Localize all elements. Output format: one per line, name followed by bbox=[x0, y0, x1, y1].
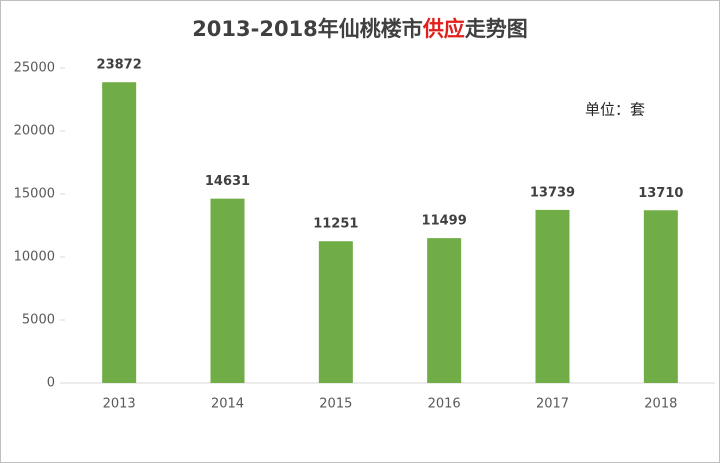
bar bbox=[643, 210, 678, 383]
title-part: 供应 bbox=[422, 17, 465, 41]
bar bbox=[427, 238, 462, 383]
bar bbox=[535, 209, 570, 383]
y-tick-label: 25000 bbox=[14, 61, 55, 76]
data-label: 23872 bbox=[97, 58, 142, 73]
data-label: 13739 bbox=[530, 185, 575, 200]
y-tick-label: 5000 bbox=[22, 313, 55, 328]
data-label: 14631 bbox=[205, 174, 250, 189]
y-tick-label: 20000 bbox=[14, 124, 55, 139]
chart-title: 2013-2018年仙桃楼市供应走势图 bbox=[192, 17, 528, 41]
unit-annotation: 单位：套 bbox=[585, 101, 645, 119]
y-tick-label: 10000 bbox=[14, 250, 55, 265]
data-label: 13710 bbox=[638, 186, 683, 201]
x-tick-label: 2016 bbox=[428, 397, 461, 412]
y-tick-label: 15000 bbox=[14, 187, 55, 202]
x-tick-label: 2018 bbox=[644, 397, 677, 412]
data-label: 11251 bbox=[313, 217, 358, 232]
bar bbox=[318, 241, 353, 383]
bar bbox=[210, 198, 245, 383]
title-part: 走势图 bbox=[465, 17, 528, 41]
x-tick-label: 2013 bbox=[103, 397, 136, 412]
x-tick-label: 2014 bbox=[211, 397, 244, 412]
x-tick-label: 2015 bbox=[319, 397, 352, 412]
y-tick-label: 0 bbox=[47, 376, 55, 391]
title-part: 2013-2018年仙桃楼市 bbox=[192, 17, 423, 41]
bar bbox=[102, 82, 137, 383]
data-label: 11499 bbox=[422, 214, 467, 229]
x-tick-label: 2017 bbox=[536, 397, 569, 412]
